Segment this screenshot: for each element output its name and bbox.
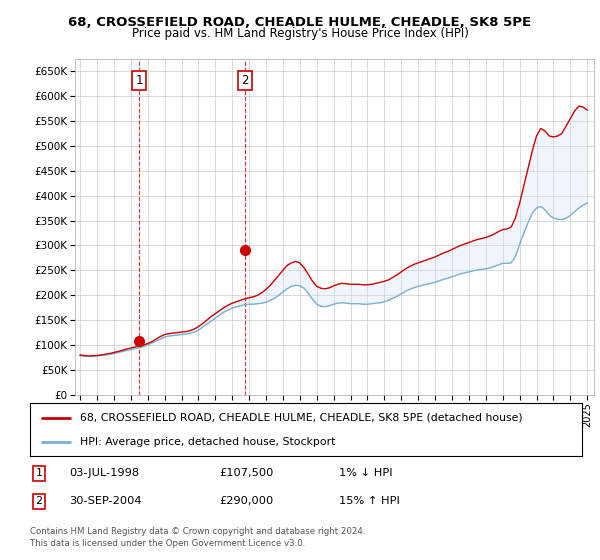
- Text: 2: 2: [241, 74, 248, 87]
- Text: 03-JUL-1998: 03-JUL-1998: [69, 468, 139, 478]
- Text: 1% ↓ HPI: 1% ↓ HPI: [339, 468, 392, 478]
- Text: This data is licensed under the Open Government Licence v3.0.: This data is licensed under the Open Gov…: [30, 539, 305, 548]
- Text: Price paid vs. HM Land Registry's House Price Index (HPI): Price paid vs. HM Land Registry's House …: [131, 27, 469, 40]
- Text: 2: 2: [35, 496, 43, 506]
- Text: 1: 1: [35, 468, 43, 478]
- Text: £290,000: £290,000: [219, 496, 273, 506]
- Text: 1: 1: [136, 74, 143, 87]
- Text: 68, CROSSEFIELD ROAD, CHEADLE HULME, CHEADLE, SK8 5PE: 68, CROSSEFIELD ROAD, CHEADLE HULME, CHE…: [68, 16, 532, 29]
- Text: Contains HM Land Registry data © Crown copyright and database right 2024.: Contains HM Land Registry data © Crown c…: [30, 528, 365, 536]
- Text: 68, CROSSEFIELD ROAD, CHEADLE HULME, CHEADLE, SK8 5PE (detached house): 68, CROSSEFIELD ROAD, CHEADLE HULME, CHE…: [80, 413, 523, 423]
- Text: 15% ↑ HPI: 15% ↑ HPI: [339, 496, 400, 506]
- Text: 30-SEP-2004: 30-SEP-2004: [69, 496, 142, 506]
- Text: £107,500: £107,500: [219, 468, 274, 478]
- Text: HPI: Average price, detached house, Stockport: HPI: Average price, detached house, Stoc…: [80, 437, 335, 447]
